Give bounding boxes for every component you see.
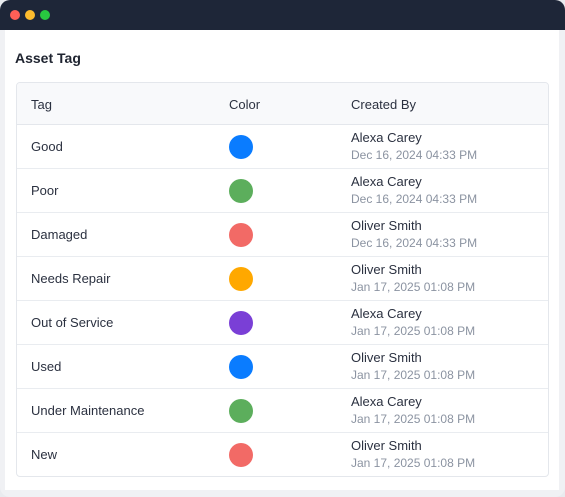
color-swatch [229,355,253,379]
maximize-window-button[interactable] [40,10,50,20]
color-swatch [229,443,253,467]
created-date: Dec 16, 2024 04:33 PM [351,192,478,206]
color-swatch [229,311,253,335]
created-date: Jan 17, 2025 01:08 PM [351,412,476,426]
created-date: Jan 17, 2025 01:08 PM [351,368,476,382]
created-date: Dec 16, 2024 04:33 PM [351,236,478,250]
created-date: Jan 17, 2025 01:08 PM [351,324,476,338]
creator-name: Alexa Carey [351,174,422,189]
color-swatch [229,267,253,291]
created-date: Dec 16, 2024 04:33 PM [351,148,478,162]
table-body: Good Alexa Carey Dec 16, 2024 04:33 PM P… [17,125,548,476]
table-row[interactable]: Under Maintenance Alexa Carey Jan 17, 20… [17,389,548,433]
tag-name: Used [31,359,62,374]
creator-name: Alexa Carey [351,306,422,321]
created-date: Jan 17, 2025 01:08 PM [351,456,476,470]
title-bar [0,0,565,30]
table-row[interactable]: Used Oliver Smith Jan 17, 2025 01:08 PM [17,345,548,389]
close-window-button[interactable] [10,10,20,20]
creator-name: Oliver Smith [351,350,422,365]
table-row[interactable]: Needs Repair Oliver Smith Jan 17, 2025 0… [17,257,548,301]
color-swatch [229,399,253,423]
tag-name: Poor [31,183,59,198]
column-header-created-by[interactable]: Created By [351,97,417,112]
panel-title: Asset Tag [15,50,81,66]
created-date: Jan 17, 2025 01:08 PM [351,280,476,294]
table-row[interactable]: New Oliver Smith Jan 17, 2025 01:08 PM [17,433,548,476]
minimize-window-button[interactable] [25,10,35,20]
color-swatch [229,223,253,247]
column-header-tag[interactable]: Tag [31,97,52,112]
color-swatch [229,179,253,203]
creator-name: Oliver Smith [351,218,422,233]
tag-name: Needs Repair [31,271,111,286]
creator-name: Alexa Carey [351,394,422,409]
color-swatch [229,135,253,159]
creator-name: Oliver Smith [351,262,422,277]
creator-name: Alexa Carey [351,130,422,145]
tag-name: Good [31,139,63,154]
tag-name: Out of Service [31,315,114,330]
tag-name: New [31,447,58,462]
column-header-color[interactable]: Color [229,97,261,112]
tag-name: Damaged [31,227,88,242]
table-row[interactable]: Good Alexa Carey Dec 16, 2024 04:33 PM [17,125,548,169]
table-row[interactable]: Poor Alexa Carey Dec 16, 2024 04:33 PM [17,169,548,213]
table-header: Tag Color Created By [17,83,548,125]
tag-name: Under Maintenance [31,403,145,418]
asset-tag-table: Tag Color Created By Good Alexa Carey De… [16,82,549,477]
asset-tag-panel: Asset Tag Tag Color Created By Good Alex… [5,30,559,490]
table-row[interactable]: Out of Service Alexa Carey Jan 17, 2025 … [17,301,548,345]
table-row[interactable]: Damaged Oliver Smith Dec 16, 2024 04:33 … [17,213,548,257]
creator-name: Oliver Smith [351,438,422,453]
